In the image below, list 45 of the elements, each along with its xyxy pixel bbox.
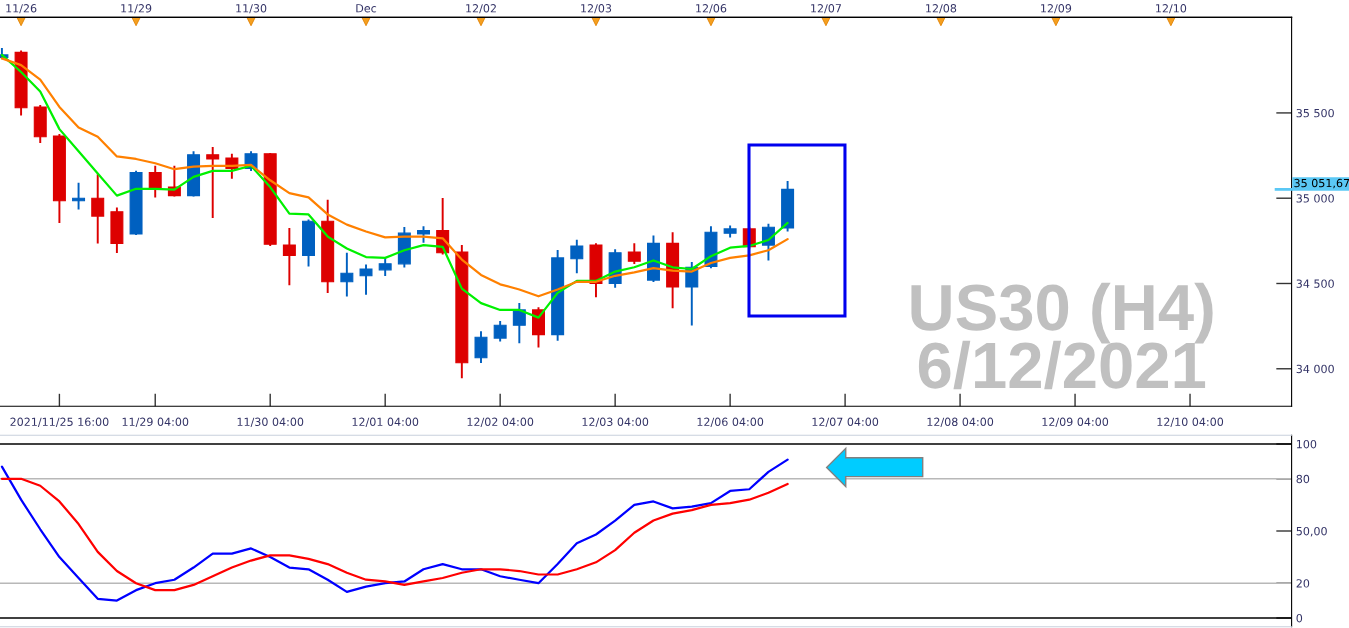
y-tick-label: 35 500 <box>1296 108 1334 118</box>
x-tick-label: 12/08 04:00 <box>927 417 994 427</box>
candlestick <box>493 320 507 342</box>
y-tick-label: 20 <box>1296 579 1310 588</box>
y-tick-label: 34 500 <box>1296 279 1334 288</box>
candlestick <box>206 146 220 218</box>
candlestick <box>474 331 488 363</box>
x-tick-label: 12/07 04:00 <box>812 417 879 427</box>
x-tick-label: 12/01 04:00 <box>352 417 419 427</box>
x-tick-label: 11/29 04:00 <box>122 417 189 427</box>
candlestick <box>512 302 526 344</box>
category-label: 12/06 <box>696 4 727 14</box>
x-tick-label: 11/30 04:00 <box>237 417 304 427</box>
ref-line-label: 35 051,67 <box>1294 178 1349 189</box>
candlestick <box>340 252 354 297</box>
candlestick <box>627 243 641 264</box>
candlestick <box>148 165 162 198</box>
category-label: Dec <box>356 4 377 13</box>
line-series <box>0 477 789 592</box>
category-label: 11/29 <box>121 4 152 14</box>
category-label: 11/30 <box>236 4 267 14</box>
category-label: 12/10 <box>1156 4 1187 14</box>
y-tick-label: 100 <box>1296 439 1317 449</box>
category-label: 12/03 <box>581 4 612 14</box>
x-tick-label: 12/09 04:00 <box>1042 417 1109 427</box>
y-tick-label: 34 000 <box>1296 364 1334 374</box>
category-label: 12/09 <box>1041 4 1072 14</box>
x-tick-label: 12/02 04:00 <box>467 417 534 427</box>
y-tick-label: 80 <box>1296 474 1310 484</box>
x-tick-label: 12/06 04:00 <box>697 417 764 427</box>
category-label: 12/08 <box>926 4 957 14</box>
candlestick <box>282 227 296 286</box>
category-label: 11/26 <box>6 4 37 14</box>
candlestick <box>91 174 105 244</box>
candlestick <box>359 264 373 295</box>
category-label: 12/02 <box>466 4 496 14</box>
y-tick-label: 0 <box>1296 613 1303 623</box>
x-tick-label: 2021/11/25 16:00 <box>10 417 109 427</box>
x-tick-label: 12/03 04:00 <box>582 417 649 427</box>
category-label: 12/07 <box>811 4 841 14</box>
x-tick-label: 12/10 04:00 <box>1157 417 1224 427</box>
candlestick <box>570 239 584 274</box>
y-tick-label: 35 000 <box>1296 194 1334 203</box>
y-tick-label: 50,00 <box>1296 526 1327 537</box>
line-series <box>0 458 789 602</box>
